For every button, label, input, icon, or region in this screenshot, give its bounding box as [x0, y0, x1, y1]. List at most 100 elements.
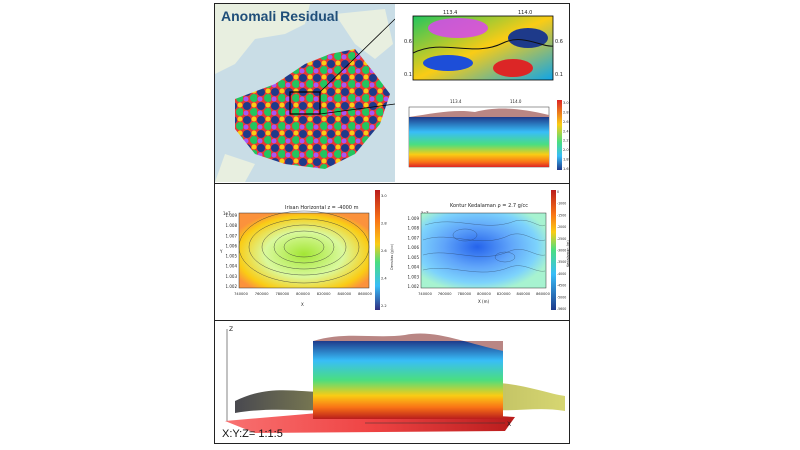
topography-surface	[313, 333, 503, 351]
inset-anomaly-panel: 113.4 114.0 0.6 0.1 0.6 0.1	[403, 8, 563, 90]
page-title: Anomali Residual	[221, 8, 339, 24]
depth-contour-y-tick: 1.003	[408, 274, 420, 279]
depth-contour-y-tick: 1.002	[408, 284, 420, 289]
land-south	[215, 154, 255, 182]
horizontal-slice-y-tick: 1.002	[226, 284, 238, 289]
horizontal-slice-x-ticks: 740000 760000 780000 800000 820000 840000 8600…	[234, 292, 372, 296]
cross-section-panel: 113.4 114.0 3.0 2.8 2.6 2.4 2.2 2.0 1.8 1.6	[395, 95, 570, 180]
leader-line-1	[319, 18, 395, 93]
depth-contour-colorbar	[551, 190, 556, 310]
x-axis-label: X	[507, 421, 511, 428]
horizontal-slice-y-tick: 1.005	[226, 254, 238, 259]
depth-contour-colorbar-tick: -1500	[557, 213, 566, 217]
horizontal-slice-y-tick: 1.008	[226, 223, 238, 228]
depth-contour-x-tick: 860000	[536, 292, 550, 296]
horizontal-slice-y-tick: 1.006	[226, 243, 238, 248]
horizontal-slice-field	[238, 212, 370, 289]
density-section-slab	[313, 341, 503, 419]
section-colorbar-tick: 3.0	[563, 101, 569, 105]
section-colorbar-ticks: 3.0 2.8 2.6 2.4 2.2 2.0 1.8 1.6	[563, 101, 569, 171]
borneo-map	[215, 4, 395, 182]
horizontal-slice-colorbar	[375, 190, 380, 310]
horizontal-slice-colorbar-tick: 2.4	[381, 277, 387, 281]
depth-contour-panel: Kontur Kedalaman ρ = 2.7 g/cc 1e7 1.0091…	[395, 185, 570, 317]
depth-contour-y-tick: 1.006	[408, 245, 420, 250]
land-east	[335, 9, 393, 59]
depth-contour-x-tick: 840000	[516, 292, 530, 296]
view3d-scene: Z X	[225, 326, 565, 433]
depth-contour-colorbar-tick: -3000	[557, 249, 566, 253]
horizontal-slice-exponent: 1e7	[223, 211, 231, 216]
depth-contour-colorbar-tick: -2500	[557, 237, 566, 241]
section-colorbar-tick: 1.8	[563, 158, 569, 162]
depth-contour-y-tick: 1.005	[408, 255, 420, 260]
depth-contour-colorbar-tick: -4000	[557, 272, 566, 276]
scale-ratio-label: X:Y:Z= 1:1:5	[222, 428, 283, 440]
depth-contour-x-tick: 820000	[497, 292, 511, 296]
divider-top	[214, 183, 570, 184]
horizontal-slice-colorbar-tick: 2.8	[381, 222, 387, 226]
depth-contour-colorbar-tick: -3500	[557, 260, 566, 264]
depth-contour-colorbar-ticks: 0 -1000 -1500 -2000 -2500 -3000 -3500 -4000 -450…	[557, 190, 566, 311]
depth-contour-chart: Kontur Kedalaman ρ = 2.7 g/cc 1e7 1.0091…	[408, 190, 570, 311]
inset-left-label-2: 0.1	[404, 72, 412, 78]
horizontal-slice-panel: Irisan Horizontal z = -4000 m 1e7 1.009 1…	[215, 185, 395, 317]
depth-contour-y-tick: 1.004	[408, 265, 420, 270]
horizontal-slice-y-tick: 1.009	[226, 213, 238, 218]
horizontal-slice-chart: Irisan Horizontal z = -4000 m 1e7 1.009 1…	[219, 190, 394, 310]
depth-contour-colorbar-label: Kedalaman (m)	[566, 240, 570, 267]
section-colorbar	[557, 100, 562, 170]
section-colorbar-tick: 2.8	[563, 110, 569, 114]
horizontal-slice-colorbar-tick: 3.0	[381, 194, 387, 198]
depth-contour-colorbar-tick: 0	[557, 190, 559, 194]
cross-section: 113.4 114.0 3.0 2.8 2.6 2.4 2.2 2.0 1.8 1.6	[408, 99, 569, 171]
figure-frame	[214, 3, 570, 444]
horizontal-slice-x-tick: 780000	[275, 292, 289, 296]
map-panel	[215, 4, 395, 182]
depth-contour-colorbar-tick: -2000	[557, 225, 566, 229]
depth-contour-y-tick: 1.009	[408, 216, 420, 221]
z-axis-label: Z	[229, 326, 233, 333]
depth-contour-xlabel: X (m)	[478, 299, 489, 304]
horizontal-slice-colorbar-label: Densitas (g/cc)	[390, 243, 394, 270]
depth-contour-x-tick: 800000	[477, 292, 491, 296]
inset-left-label-1: 0.6	[404, 39, 412, 45]
depth-contour-field	[420, 212, 547, 289]
depth-contour-x-ticks: 740000 760000 780000 800000 820000 840000 8600…	[418, 292, 550, 296]
depth-contour-title: Kontur Kedalaman ρ = 2.7 g/cc	[450, 203, 528, 209]
section-top-label-1: 113.4	[450, 99, 462, 104]
residual-anomaly-overlay	[235, 49, 390, 169]
depth-contour-colorbar-tick: -1000	[557, 202, 566, 206]
depth-contour-colorbar-tick: -5000	[557, 295, 566, 299]
section-colorbar-tick: 1.6	[563, 167, 569, 171]
inset-right-label-1: 0.6	[555, 39, 563, 45]
inset-box	[289, 91, 321, 115]
horizontal-slice-ylabel: Y	[219, 249, 223, 254]
horizontal-slice-xlabel: X	[301, 302, 304, 307]
horizontal-slice-contours	[238, 210, 370, 284]
depth-contour-y-tick: 1.007	[408, 235, 420, 240]
horizontal-slice-colorbar-tick: 2.6	[381, 249, 387, 253]
inset-top-label-2: 114.0	[518, 10, 532, 16]
depth-contour-x-tick: 780000	[457, 292, 471, 296]
divider-bottom	[214, 320, 570, 321]
depth-contour-colorbar-tick: -4500	[557, 284, 566, 288]
horizontal-slice-title: Irisan Horizontal z = -4000 m	[285, 205, 359, 211]
land-mainland	[215, 4, 310, 74]
inset-top-label-1: 113.4	[443, 10, 457, 16]
view3d-panel: Z X	[215, 321, 569, 443]
depth-contour-lines	[422, 220, 546, 273]
horizontal-slice-x-tick: 760000	[255, 292, 269, 296]
horizontal-slice-y-ticks: 1.009 1.008 1.007 1.006 1.005 1.004 1.003 1.002	[226, 213, 238, 289]
horizontal-slice-x-tick: 820000	[317, 292, 331, 296]
depth-contour-y-ticks: 1.009 1.008 1.007 1.006 1.005 1.004 1.003 1.002	[408, 216, 420, 289]
depth-contour-x-tick: 760000	[438, 292, 452, 296]
horizontal-slice-x-tick: 860000	[358, 292, 372, 296]
horizontal-slice-y-tick: 1.004	[226, 264, 238, 269]
inset-right-label-2: 0.1	[555, 72, 563, 78]
horizontal-slice-x-tick: 740000	[234, 292, 248, 296]
horizontal-slice-y-tick: 1.007	[226, 233, 238, 238]
depth-contour-y-tick: 1.008	[408, 226, 420, 231]
horizontal-slice-colorbar-tick: 2.2	[381, 304, 387, 308]
section-colorbar-tick: 2.4	[563, 129, 569, 133]
